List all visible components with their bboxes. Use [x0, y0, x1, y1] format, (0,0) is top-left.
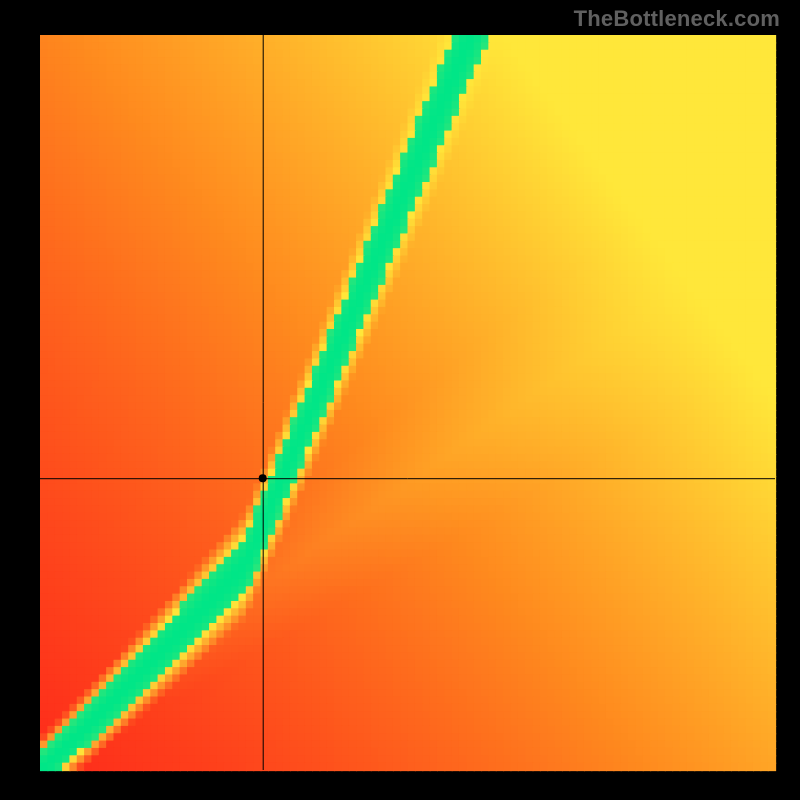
watermark-text: TheBottleneck.com [574, 6, 780, 32]
bottleneck-heatmap [0, 0, 800, 800]
